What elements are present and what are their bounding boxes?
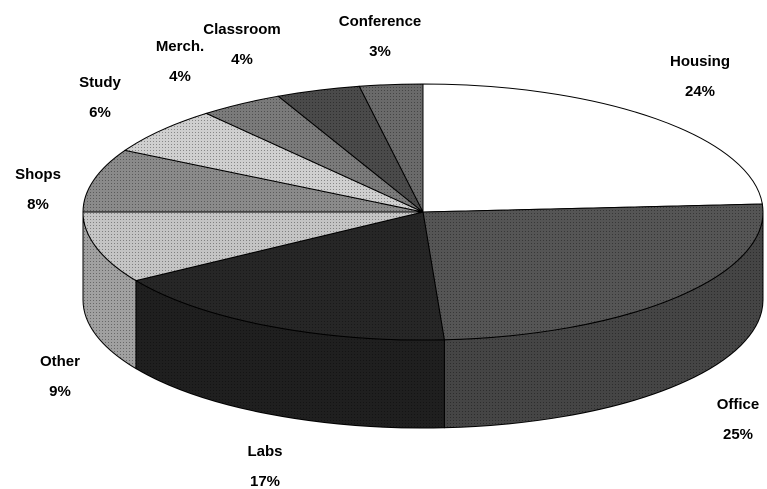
slice-label: Housing [670, 53, 730, 70]
slice-side-texture [444, 212, 763, 428]
pie-sides [82, 211, 764, 429]
slice-side-texture [83, 212, 136, 369]
slice-label: Study [79, 74, 121, 91]
slice-label: Office [717, 396, 760, 413]
slice-value-label: 9% [49, 383, 71, 400]
slice-label: Shops [15, 166, 61, 183]
slice-label: Conference [339, 13, 422, 30]
slice-texture [83, 212, 423, 281]
slice-texture [83, 150, 423, 212]
slice-value-label: 3% [369, 43, 391, 60]
slice-value-label: 4% [231, 51, 253, 68]
pie-slice [422, 83, 763, 213]
slice-texture [125, 113, 423, 212]
slice-side-texture [135, 280, 445, 429]
slice-texture [278, 86, 423, 212]
slice-texture [206, 96, 423, 212]
pie-labels: Housing 24% Office 25% Labs 17% Other 9% Shops 8%… [15, 13, 759, 489]
slice-label: Labs [247, 443, 282, 460]
pie-tops [82, 83, 764, 341]
slice-value-label: 25% [723, 426, 753, 443]
slice-label: Merch. [156, 38, 204, 55]
slice-texture [135, 212, 445, 340]
slice-value-label: 6% [89, 104, 111, 121]
slice-label: Classroom [203, 21, 281, 38]
slice-value-label: 24% [685, 83, 715, 100]
slice-value-label: 8% [27, 196, 49, 213]
slice-value-label: 17% [250, 473, 280, 489]
slice-value-label: 4% [169, 68, 191, 85]
slice-label: Other [40, 353, 80, 370]
slice-texture [359, 84, 423, 212]
slice-texture [423, 203, 764, 340]
